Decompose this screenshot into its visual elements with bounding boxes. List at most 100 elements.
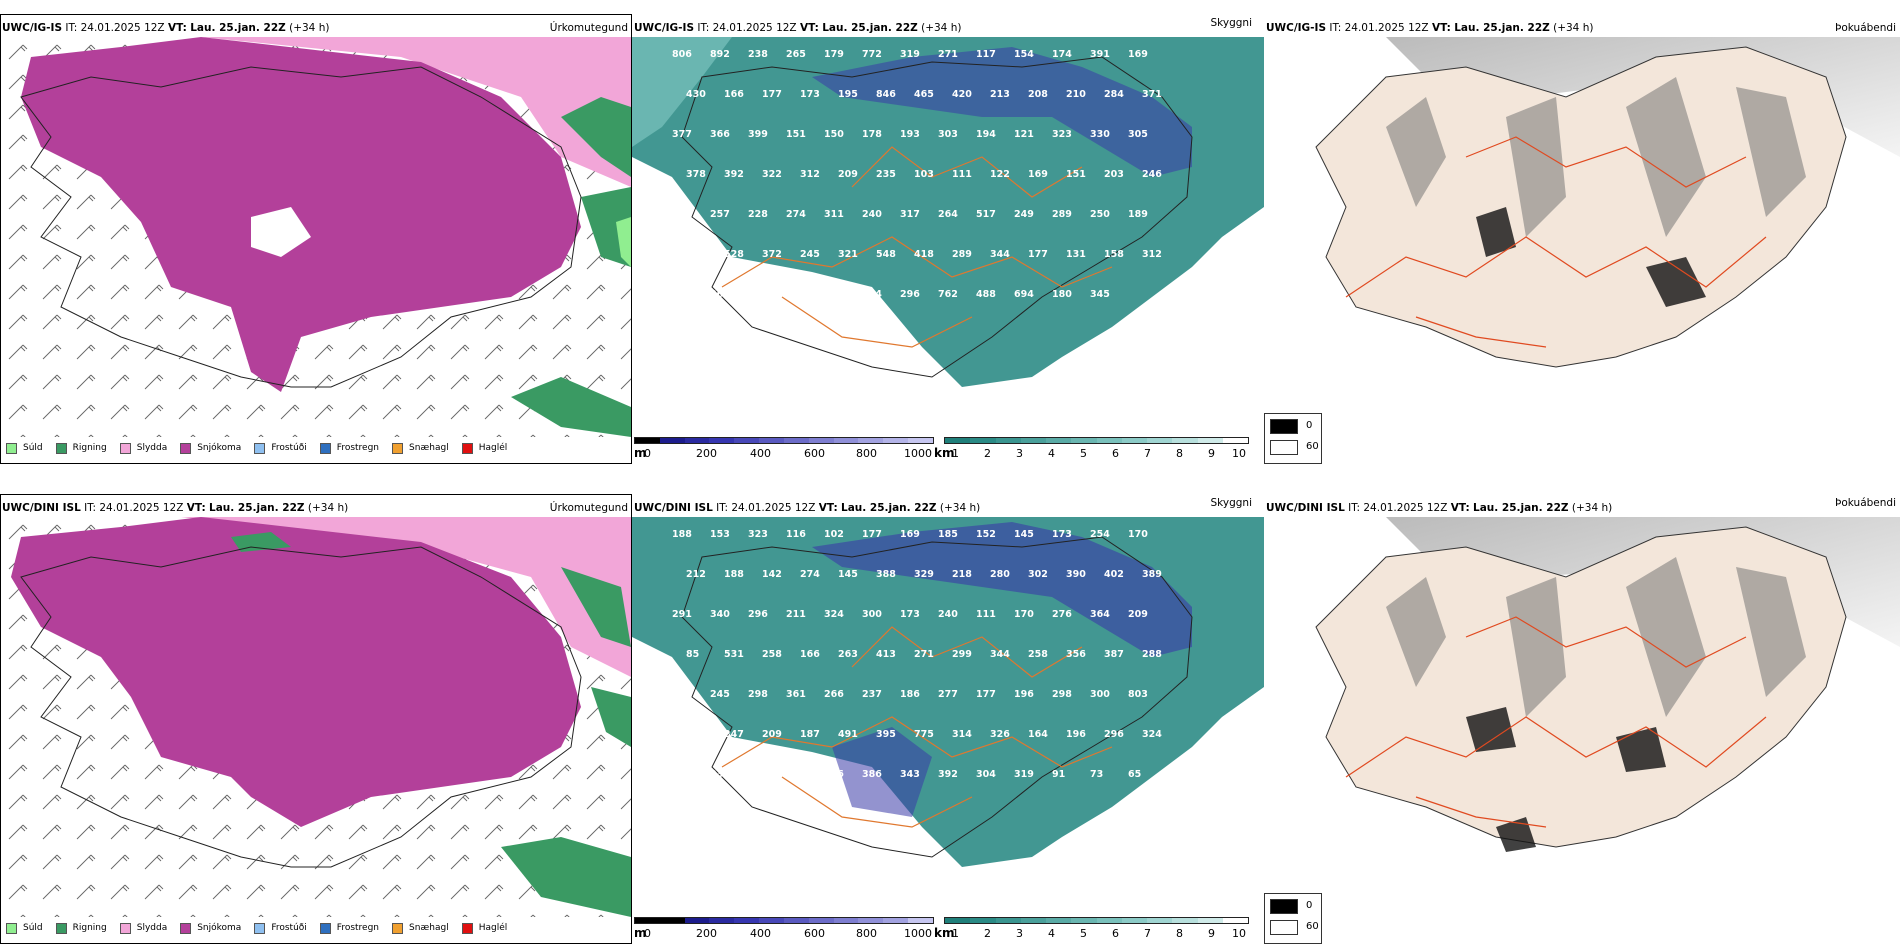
visibility-map[interactable]: 806 892 238 265 179 772 319 271 117 154 174 391 169 4… [632,37,1264,437]
visibility-value-label: 170 [1014,609,1034,620]
model-name: UWC/IG-IS [634,22,695,34]
visibility-value-label: 326 [990,729,1010,740]
visibility-value-label: 218 [952,569,972,580]
fog-legend-swatch-black [1270,899,1298,914]
visibility-tick: 1 [952,447,959,460]
legend-swatch [461,922,473,934]
visibility-map[interactable]: 188 153 323 116 102 177 169 185 152 145 173 254 170 2… [632,517,1264,917]
fog-map[interactable] [1266,37,1900,397]
legend-swatch [461,442,473,454]
visibility-value-label: 304 [976,769,996,780]
fog-panel-top: UWC/IG-IS IT: 24.01.2025 12Z VT: Lau. 25… [1266,14,1900,414]
precip-type-panel-top: UWC/IG-IS IT: 24.01.2025 12Z VT: Lau. 25… [0,14,632,464]
visibility-value-label: 170 [1128,529,1148,540]
legend-label: Frostúði [271,923,307,933]
visibility-value-label: 263 [838,649,858,660]
fog-map[interactable] [1266,517,1900,887]
ceiling-tick: 600 [804,447,825,460]
visibility-panel-bottom: UWC/DINI ISL IT: 24.01.2025 12Z VT: Lau.… [632,494,1264,944]
visibility-value-label: 300 [1090,689,1110,700]
lead-time: (+34 h) [921,22,962,34]
lead-time: (+34 h) [1553,22,1594,34]
vis-field-light [632,37,732,147]
visibility-value-label: 266 [824,689,844,700]
panel-type-label: Þokuábendi [1835,497,1896,509]
legend-label: Súld [23,443,43,453]
lead-time: (+34 h) [1571,502,1613,514]
panel-title: UWC/IG-IS IT: 24.01.2025 12Z VT: Lau. 25… [2,22,329,34]
visibility-value-label: 150 [824,129,844,140]
ceiling-colorbar-strip [634,437,934,444]
legend-item: Rigning [55,442,107,454]
it-label: IT: [1348,502,1361,514]
visibility-value-label: 284 [1104,89,1124,100]
visibility-value-label: 420 [952,89,972,100]
visibility-value-label: 169 [1128,49,1148,60]
legend-swatch [319,442,331,454]
visibility-value-label: 392 [938,769,958,780]
visibility-value-label: 145 [1014,529,1034,540]
visibility-value-label: 300 [862,609,882,620]
model-name: UWC/IG-IS [1266,22,1327,34]
vt-label: VT: [1431,22,1451,34]
visibility-value-label: 254 [1090,529,1110,540]
visibility-value-label: 250 [1090,209,1110,220]
visibility-tick: 10 [1232,927,1246,940]
ceiling-unit: m [634,926,647,940]
precip-map-svg [1,37,631,437]
legend-label: Haglél [478,923,508,933]
it-value: 24.01.2025 12Z [80,22,165,34]
snow-hole [251,207,311,257]
visibility-value-label: 280 [990,569,1010,580]
visibility-colorbar-strip [944,917,1249,924]
ceiling-tick: 800 [856,927,877,940]
visibility-value-label: 289 [952,249,972,260]
fog-legend-top: 0 60 [1264,413,1322,464]
ceiling-tick: 200 [696,447,717,460]
visibility-value-label: 169 [672,689,692,700]
legend-label: Snæhagl [409,443,449,453]
visibility-tick: 1 [952,927,959,940]
vt-value: Lau. 25.jan. 22Z [841,502,937,514]
coastline [681,56,1193,378]
legend-swatch [6,922,17,934]
visibility-colorbar: km 1 2 3 4 5 6 7 8 9 10 [934,917,1249,940]
visibility-value-label: 276 [1052,609,1072,620]
visibility-value-label: 329 [914,569,934,580]
visibility-value-label: 274 [786,209,806,220]
visibility-value-label: 395 [876,729,896,740]
panel-title: UWC/DINI ISL IT: 24.01.2025 12Z VT: Lau.… [1266,502,1612,514]
roads [721,146,1113,348]
legend-item: Frostúði [254,442,307,454]
visibility-value-label: 240 [938,609,958,620]
visibility-value-label: 303 [938,129,958,140]
legend-swatch [55,922,67,934]
legend-item: Snæhagl [392,442,449,454]
legend-swatch [6,442,17,454]
precip-map[interactable] [1,37,631,437]
visibility-value-label: 323 [748,529,768,540]
legend-item: Rigning [55,922,107,934]
legend-item: Snjókoma [180,442,241,454]
visibility-value-label: 319 [1014,769,1034,780]
ceiling-tick: 1000 [904,447,932,460]
visibility-value-label: 387 [1104,649,1124,660]
precip-map[interactable] [1,517,631,917]
visibility-value-label: 331 [672,769,692,780]
ceiling-tick: 600 [804,927,825,940]
coastline [681,536,1193,858]
visibility-value-label: 177 [1028,249,1048,260]
fog-legend-label: 60 [1306,921,1319,932]
vt-label: VT: [1450,502,1470,514]
fog-land [1315,46,1847,368]
legend-label: Frostregn [336,443,380,453]
ceiling-tick: 0 [644,927,651,940]
visibility-value-label: 317 [900,209,920,220]
coastline [20,546,582,868]
visibility-value-label: 531 [724,649,744,660]
coastline [20,66,582,388]
fog-legend-swatch-black [1270,419,1298,434]
visibility-value-label: 389 [1142,569,1162,580]
visibility-value-label: 235 [876,169,896,180]
vt-value: Lau. 25.jan. 22Z [190,22,286,34]
